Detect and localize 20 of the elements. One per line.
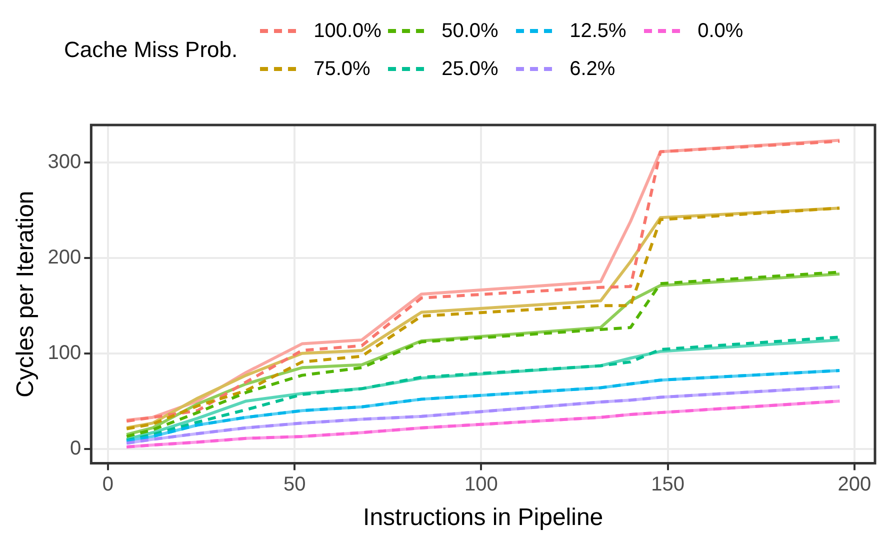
legend-label: 50.0%: [442, 20, 498, 42]
y-tick-label: 300: [48, 150, 82, 173]
legend-label: 12.5%: [570, 20, 626, 42]
y-tick-label: 0: [70, 437, 82, 460]
line-series: [125, 385, 842, 445]
legend-label: 0.0%: [698, 20, 744, 42]
y-tick-label: 200: [48, 246, 82, 268]
legend-label: 75.0%: [314, 58, 370, 80]
legend-label: 25.0%: [442, 58, 498, 80]
legend-label: 6.2%: [570, 58, 616, 80]
x-tick-label: 100: [464, 474, 498, 496]
x-tick-label: 150: [651, 474, 685, 496]
x-tick-label: 200: [838, 474, 872, 496]
x-tick-label: 50: [283, 474, 306, 496]
legend-label: 100.0%: [314, 20, 382, 42]
y-axis-title: Cycles per Iteration: [12, 190, 40, 398]
legend-title: Cache Miss Prob.: [64, 37, 238, 63]
y-tick-label: 100: [48, 342, 82, 364]
x-tick-label: 0: [102, 474, 114, 496]
x-axis-title: Instructions in Pipeline: [363, 504, 604, 532]
